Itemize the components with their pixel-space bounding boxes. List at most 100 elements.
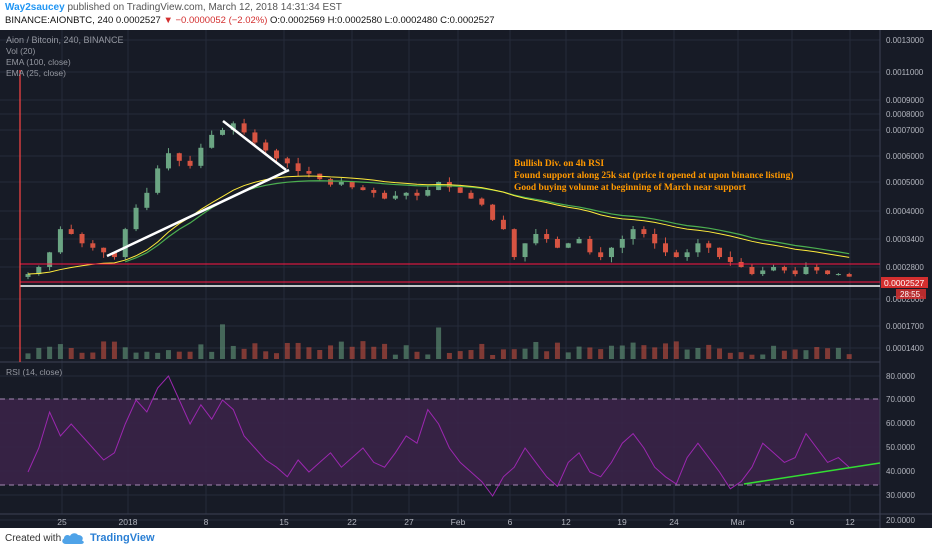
volume-bar xyxy=(727,352,733,359)
author-link[interactable]: Way2saucey xyxy=(5,2,65,13)
rsi-tick-label: 40.0000 xyxy=(886,467,915,476)
volume-bar xyxy=(144,351,150,359)
volume-bar xyxy=(760,354,766,359)
candle-body xyxy=(338,182,344,185)
volume-bar xyxy=(641,345,647,359)
price-tick-label: 0.0006000 xyxy=(886,152,924,161)
price-axis: 0.0013000 0.0011000 0.0009000 0.0008000 0.00… xyxy=(886,36,924,353)
candle-body xyxy=(392,195,398,199)
candle-body xyxy=(576,239,582,244)
volume-bar xyxy=(284,342,290,359)
time-tick-label: Mar xyxy=(731,517,746,527)
ohlc-values: O:0.0002569 H:0.0002580 L:0.0002480 C:0.… xyxy=(270,15,495,26)
candle-body xyxy=(533,234,539,244)
volume-bar xyxy=(781,350,787,359)
time-tick-label: 27 xyxy=(404,517,414,527)
volume-bar xyxy=(295,342,301,359)
falling-wedge-upper-line[interactable] xyxy=(222,120,287,171)
candle-body xyxy=(565,243,571,248)
volume-bar xyxy=(317,349,323,359)
candle-body xyxy=(608,247,614,258)
volume-bar xyxy=(695,347,701,359)
time-tick-label: 24 xyxy=(669,517,679,527)
price-tick-label: 0.0007000 xyxy=(886,126,924,135)
candle-body xyxy=(554,239,560,248)
last-price: 0.0002527 xyxy=(115,15,161,26)
price-tick-label: 0.0003400 xyxy=(886,235,924,244)
price-tick-label: 0.0008000 xyxy=(886,110,924,119)
candle-body xyxy=(263,142,269,151)
legend-vol: Vol (20) xyxy=(6,46,35,56)
candle-body xyxy=(306,171,312,174)
volume-bar xyxy=(706,344,712,359)
candle-body xyxy=(727,257,733,262)
candle-body xyxy=(57,229,63,253)
volume-bar xyxy=(490,354,496,359)
rsi-tick-label: 60.0000 xyxy=(886,419,915,428)
candle-body xyxy=(479,198,485,205)
volume-bar xyxy=(533,341,539,359)
volume-bar xyxy=(619,345,625,359)
chart-area[interactable]: Aion / Bitcoin, 240, BINANCE Vol (20) EM… xyxy=(0,30,932,528)
volume-bar xyxy=(133,352,139,359)
candle-body xyxy=(500,219,506,230)
candle-body xyxy=(284,158,290,164)
volume-bar xyxy=(511,349,517,359)
countdown-badge: 28:55 xyxy=(900,290,921,299)
volume-bar xyxy=(544,351,550,359)
time-tick-label: 22 xyxy=(347,517,357,527)
volume-bar xyxy=(338,341,344,359)
candle-body xyxy=(814,267,820,271)
volume-bar xyxy=(68,348,74,359)
last-price-badge-bg xyxy=(881,277,928,288)
candle-body xyxy=(230,123,236,130)
rsi-tick-label: 80.0000 xyxy=(886,372,915,381)
volume-bar xyxy=(230,345,236,359)
candle-body xyxy=(825,270,831,275)
tradingview-brand[interactable]: TradingView xyxy=(90,532,155,544)
volume-bar xyxy=(425,354,431,359)
price-tick-label: 0.0001400 xyxy=(886,344,924,353)
time-tick-label: 6 xyxy=(508,517,513,527)
volume-bar xyxy=(587,347,593,359)
candle-body xyxy=(663,243,669,253)
price-tick-label: 0.0004000 xyxy=(886,207,924,216)
candle-body xyxy=(846,274,852,277)
volume-bar xyxy=(554,342,560,359)
candle-body xyxy=(544,234,550,239)
volume-bar xyxy=(414,351,420,359)
candle-body xyxy=(792,270,798,275)
volume-bar xyxy=(79,352,85,359)
rsi-divergence-line[interactable] xyxy=(743,462,881,485)
rsi-axis: 80.0000 70.0000 60.0000 50.0000 40.0000 30.00… xyxy=(886,372,915,525)
volume-bar xyxy=(349,346,355,359)
price-change: −0.0000052 (−2.02%) xyxy=(175,15,268,26)
rising-trend-line[interactable] xyxy=(106,168,290,258)
time-tick-label: 19 xyxy=(617,517,627,527)
symbol-label: BINANCE:AIONBTC, 240 xyxy=(5,15,114,26)
time-tick-label: 25 xyxy=(57,517,67,527)
candle-body xyxy=(760,270,766,275)
volume-bar xyxy=(771,345,777,359)
candle-body xyxy=(111,252,117,258)
legend-rsi: RSI (14, close) xyxy=(6,367,62,377)
publish-text: published on TradingView.com, March 12, … xyxy=(67,2,342,13)
volume-bar xyxy=(263,351,269,359)
last-price-badge: 0.0002527 xyxy=(884,278,924,288)
volume-bar xyxy=(360,341,366,359)
volume-bar xyxy=(652,347,658,359)
candle-body xyxy=(587,239,593,253)
candle-body xyxy=(598,252,604,258)
volume-bar xyxy=(663,343,669,359)
candle-body xyxy=(641,229,647,235)
chart-svg[interactable]: Aion / Bitcoin, 240, BINANCE Vol (20) EM… xyxy=(0,30,932,528)
candle-body xyxy=(522,243,528,258)
candle-body xyxy=(717,247,723,258)
legend-ema25: EMA (25, close) xyxy=(6,68,66,78)
ema25-line xyxy=(27,175,850,275)
candle-body xyxy=(295,163,301,172)
volume-bar xyxy=(187,351,193,359)
volume-bar xyxy=(749,354,755,359)
volume-bar xyxy=(47,346,53,359)
time-tick-label: 15 xyxy=(279,517,289,527)
